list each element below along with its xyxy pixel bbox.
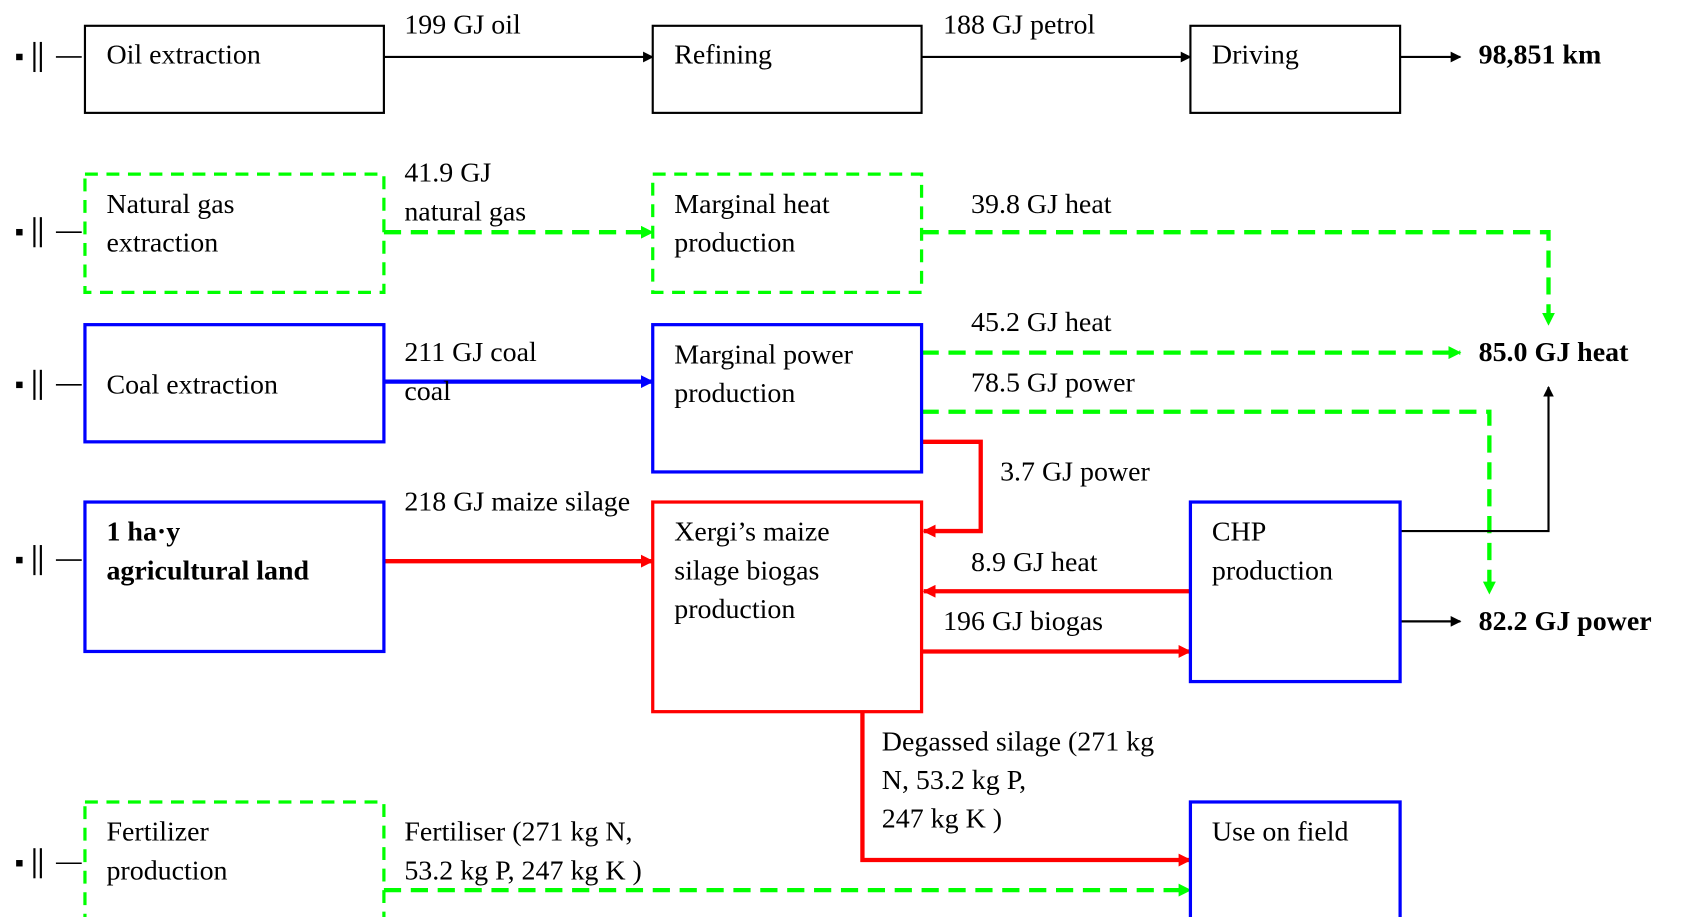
- process-box: Use on field: [1188, 800, 1402, 917]
- box: [651, 24, 923, 114]
- box: [83, 323, 386, 444]
- process-box: Natural gas extraction: [83, 172, 386, 295]
- process-box: Refining: [651, 24, 923, 114]
- arrow: [921, 439, 983, 538]
- flow-label: coal: [404, 376, 451, 407]
- marker-square: [16, 556, 23, 564]
- box-label: extraction: [106, 228, 218, 259]
- flow-label: 247 kg K ): [882, 804, 1002, 835]
- process-box: 1 ha·y agricultural land: [83, 500, 386, 654]
- box-label: Use on field: [1212, 817, 1349, 848]
- box-label: Oil extraction: [106, 39, 260, 70]
- arrow: [921, 230, 1555, 326]
- flow-label: Degassed silage (271 kg: [882, 726, 1154, 757]
- arrow: [860, 711, 1192, 867]
- box-label: Marginal heat: [674, 189, 830, 220]
- box: [651, 323, 924, 474]
- output-label: 98,851 km: [1479, 39, 1602, 70]
- process-box: CHP production: [1188, 500, 1402, 684]
- box: [83, 24, 385, 114]
- arrow: [1400, 385, 1554, 533]
- box-label: silage biogas: [674, 555, 819, 586]
- box: [83, 172, 386, 295]
- arrow: [921, 409, 1496, 595]
- output-label: 82.2 GJ power: [1479, 606, 1652, 637]
- marker-square: [16, 53, 23, 61]
- box: [651, 500, 924, 714]
- box: [651, 172, 924, 295]
- box-label: CHP: [1212, 517, 1266, 548]
- flow-label: natural gas: [404, 196, 526, 227]
- box-label: Xergi’s maize: [674, 517, 829, 548]
- flow-label: 45.2 GJ heat: [971, 307, 1112, 338]
- process-box: Driving: [1189, 24, 1402, 114]
- flow-label: Fertiliser (271 kg N,: [404, 817, 632, 848]
- box-label: production: [674, 594, 795, 625]
- flow-label: 3.7 GJ power: [1000, 457, 1150, 488]
- box-label: agricultural land: [106, 555, 309, 586]
- marker-square: [16, 228, 23, 236]
- flow-label: 39.8 GJ heat: [971, 189, 1112, 220]
- box: [1188, 800, 1402, 917]
- process-box: Xergi’s maize silage biogas production: [651, 500, 924, 714]
- process-box: Fertilizer production: [83, 800, 386, 917]
- box-label: Driving: [1212, 39, 1299, 70]
- output-label: 85.0 GJ heat: [1479, 337, 1629, 368]
- marker-square: [16, 381, 23, 389]
- process-box: Marginal heat production: [651, 172, 924, 295]
- marker-square: [16, 860, 23, 867]
- process-box: Oil extraction: [83, 24, 385, 114]
- flow-label: 41.9 GJ: [404, 158, 491, 189]
- box-label: production: [674, 228, 795, 259]
- box: [1189, 24, 1402, 114]
- row-markers: [16, 41, 82, 879]
- flow-label: 53.2 kg P, 247 kg K ): [404, 855, 642, 886]
- arrows: [383, 51, 1555, 897]
- box-label: production: [1212, 555, 1333, 586]
- box-label: Marginal power: [674, 339, 853, 370]
- flow-label: 8.9 GJ heat: [971, 547, 1098, 578]
- box: [1188, 500, 1402, 684]
- box-label: Refining: [674, 39, 772, 70]
- box-label: production: [674, 378, 795, 409]
- box-label: Natural gas: [106, 189, 234, 220]
- flow-label: 196 GJ biogas: [943, 606, 1103, 637]
- box-label: Fertilizer: [106, 817, 209, 848]
- flow-label: 199 GJ oil: [404, 9, 521, 40]
- box-label: production: [106, 855, 227, 886]
- flow-label: 218 GJ maize silage: [404, 487, 630, 518]
- flow-label: 211 GJ coal: [404, 337, 537, 368]
- flow-label: N, 53.2 kg P,: [882, 765, 1026, 796]
- box: [83, 500, 386, 654]
- flow-label: 78.5 GJ power: [971, 367, 1135, 398]
- process-box: Coal extraction: [83, 323, 386, 444]
- process-box: Marginal power production: [651, 323, 924, 474]
- box-label: 1 ha·y: [106, 517, 180, 548]
- flow-label: 188 GJ petrol: [943, 9, 1095, 40]
- box-label: Coal extraction: [106, 369, 278, 400]
